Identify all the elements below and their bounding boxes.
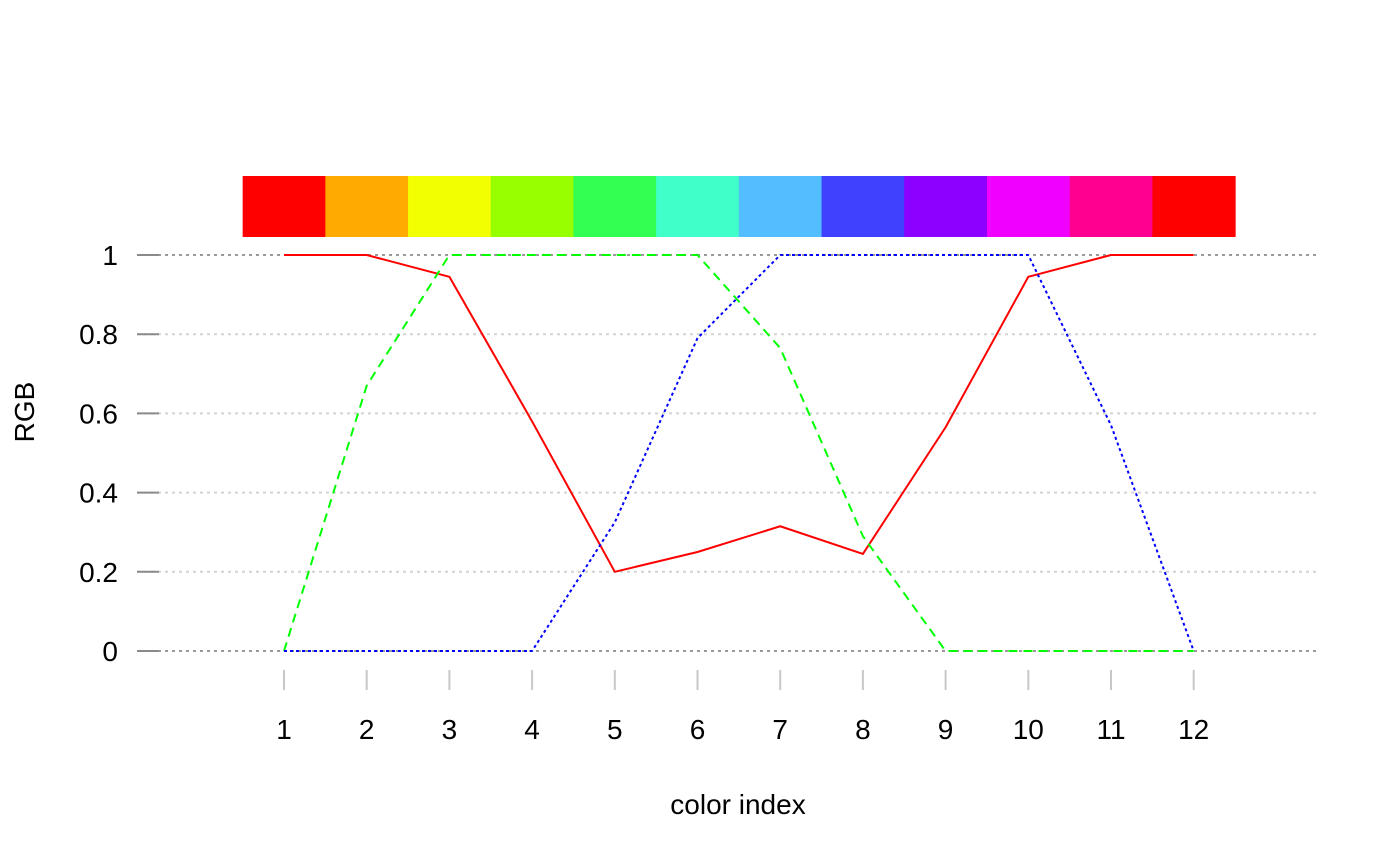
x-tick-label-2: 2 [359,714,375,745]
x-tick-label-12: 12 [1178,714,1209,745]
color-swatch-6 [656,176,740,237]
color-swatch-8 [821,176,905,237]
x-tick-label-9: 9 [938,714,954,745]
green-series-line [283,254,1194,652]
color-swatch-1 [242,176,326,237]
color-swatch-4 [490,176,575,237]
x-axis: 1 2 3 4 5 6 7 8 9 10 11 12 [276,670,1209,745]
y-tick-label-0: 0 [102,636,118,667]
color-swatch-2 [325,176,409,237]
y-tick-label-5: 1 [102,240,118,271]
y-tick-label-3: 0.6 [79,398,118,429]
y-axis: 0 0.2 0.4 0.6 0.8 1 [79,240,159,667]
y-tick-label-1: 0.2 [79,557,118,588]
x-tick-label-1: 1 [276,714,292,745]
grid-lines [137,254,1320,652]
color-swatch-5 [573,176,657,237]
y-tick-label-4: 0.8 [79,319,118,350]
x-axis-title: color index [670,789,805,820]
x-tick-label-10: 10 [1013,714,1044,745]
color-swatch-strip [242,176,1236,237]
red-series-line [284,254,1194,573]
blue-series-line [284,254,1195,652]
color-swatch-3 [408,176,492,237]
x-tick-label-6: 6 [690,714,706,745]
x-tick-label-4: 4 [524,714,540,745]
x-tick-label-8: 8 [855,714,871,745]
series-lines [283,254,1195,652]
color-swatch-10 [986,176,1071,237]
color-swatch-9 [904,176,988,237]
y-axis-title: RGB [9,382,40,443]
color-swatch-12 [1152,176,1236,237]
x-tick-label-3: 3 [442,714,458,745]
y-tick-label-2: 0.4 [79,478,118,509]
color-swatch-11 [1069,176,1153,237]
x-tick-label-7: 7 [772,714,788,745]
color-swatch-7 [738,176,823,237]
x-tick-label-5: 5 [607,714,623,745]
x-tick-label-11: 11 [1096,714,1125,745]
